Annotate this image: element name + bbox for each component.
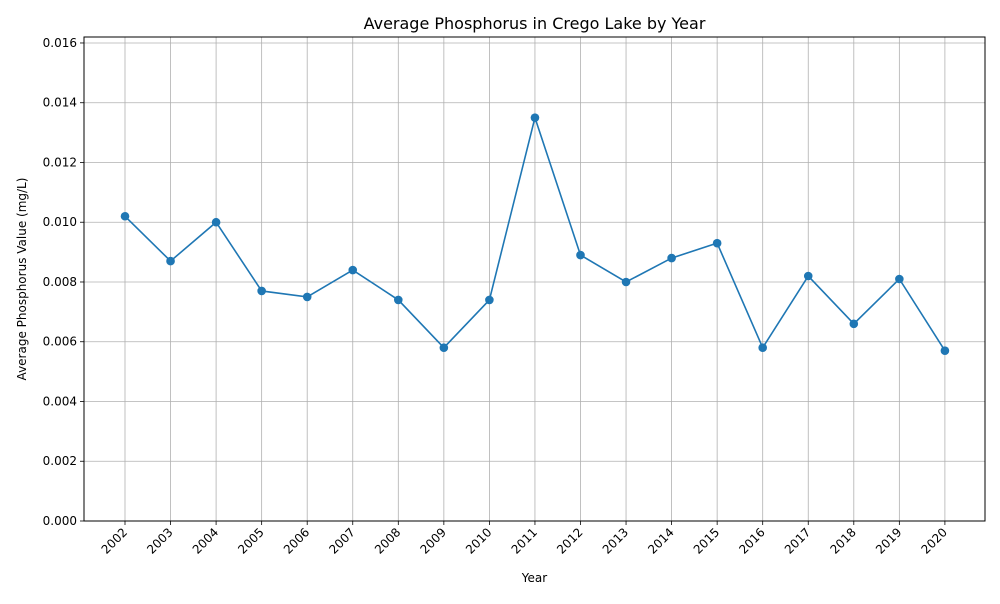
data-point [849, 319, 859, 329]
data-point [895, 274, 904, 284]
x-tick-label: 2017 [782, 525, 813, 556]
data-point [166, 256, 175, 266]
x-tick-label: 2019 [873, 525, 904, 556]
x-tick-label: 2004 [190, 525, 221, 556]
data-point [712, 238, 722, 248]
data-point [257, 286, 266, 296]
y-tick-label: 0.000 [43, 514, 77, 528]
y-tick-label: 0.016 [43, 36, 77, 50]
plot-frame [83, 36, 986, 522]
series-layer [120, 113, 950, 356]
y-tick-label: 0.014 [43, 96, 77, 110]
x-tick-label: 2012 [554, 525, 585, 556]
x-tick-label: 2015 [691, 525, 722, 556]
data-point [211, 217, 221, 227]
data-point [348, 265, 358, 275]
data-point [576, 250, 585, 260]
data-point [621, 277, 631, 287]
y-tick-label: 0.012 [43, 155, 77, 169]
grid [84, 37, 985, 522]
y-tick-label: 0.004 [43, 394, 77, 408]
x-tick-label: 2002 [99, 525, 130, 556]
x-tick-label: 2008 [372, 525, 403, 556]
x-tick-label: 2009 [417, 525, 448, 556]
chart-title: Average Phosphorus in Crego Lake by Year [364, 14, 706, 33]
y-tick-label: 0.010 [43, 215, 77, 229]
data-point [302, 292, 312, 302]
x-tick-label: 2018 [827, 525, 858, 556]
data-point [439, 343, 449, 353]
x-tick-label: 2020 [919, 525, 950, 556]
data-point [394, 295, 403, 305]
data-point [803, 271, 813, 281]
x-tick-label: 2006 [281, 525, 312, 556]
ticks: 2002 2003 2004 2005 2006 2007 2008 2009 2010 2011… [43, 36, 950, 557]
x-tick-label: 2010 [463, 525, 494, 556]
x-tick-label: 2003 [144, 525, 175, 556]
data-point [940, 346, 950, 356]
y-tick-label: 0.002 [43, 454, 77, 468]
x-tick-label: 2016 [736, 525, 767, 556]
data-point [485, 295, 494, 305]
x-tick-label: 2011 [509, 525, 540, 556]
data-point [530, 113, 540, 122]
x-tick-label: 2014 [645, 525, 676, 556]
data-point [120, 211, 130, 221]
data-point [758, 343, 767, 353]
x-tick-label: 2007 [326, 525, 357, 556]
y-axis-label: Average Phosphorus Value (mg/L) [15, 178, 29, 381]
x-axis-label: Year [521, 571, 547, 585]
y-tick-label: 0.006 [43, 335, 77, 349]
data-point [667, 253, 676, 263]
y-tick-label: 0.008 [43, 275, 77, 289]
x-tick-label: 2013 [600, 525, 631, 556]
x-tick-label: 2005 [235, 525, 266, 556]
